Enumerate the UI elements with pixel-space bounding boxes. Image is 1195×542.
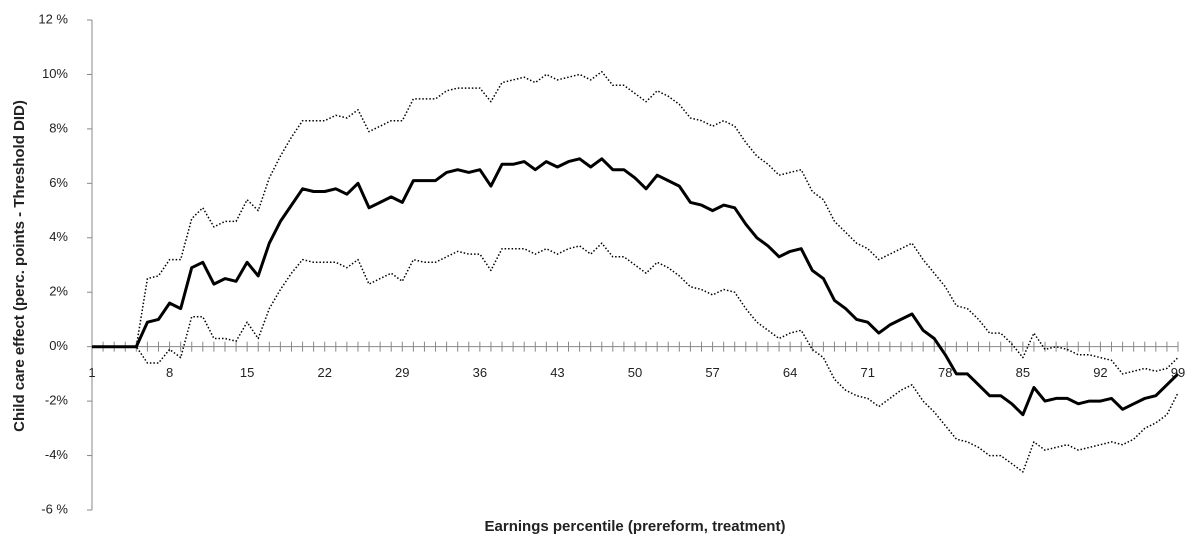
- x-tick-label: 1: [88, 365, 95, 380]
- y-axis-title: Child care effect (perc. points - Thresh…: [11, 100, 28, 432]
- x-tick-label: 15: [240, 365, 254, 380]
- x-axis-title: Earnings percentile (prereform, treatmen…: [485, 518, 786, 535]
- x-tick-label: 85: [1016, 365, 1030, 380]
- y-tick-label: -2%: [45, 393, 69, 408]
- y-tick-label: 6%: [49, 175, 68, 190]
- series-line: [92, 70, 1179, 375]
- y-tick-label: 12 %: [38, 11, 68, 26]
- x-tick-label: 64: [783, 365, 797, 380]
- x-tick-label: 22: [317, 365, 331, 380]
- y-tick-label: 4%: [49, 229, 68, 244]
- x-tick-label: 92: [1093, 365, 1107, 380]
- y-tick-label: 2%: [49, 284, 68, 299]
- y-tick-label: -4%: [45, 447, 69, 462]
- x-tick-label: 71: [860, 365, 874, 380]
- x-tick-label: 57: [705, 365, 719, 380]
- x-tick-label: 43: [550, 365, 564, 380]
- x-tick-label: 29: [395, 365, 409, 380]
- y-tick-label: 8%: [49, 120, 68, 135]
- x-tick-label: 8: [166, 365, 173, 380]
- y-tick-label: -6 %: [41, 501, 68, 516]
- x-tick-label: 78: [938, 365, 952, 380]
- y-tick-label: 0%: [49, 338, 68, 353]
- series-line: [92, 157, 1180, 417]
- y-tick-label: 10%: [42, 66, 68, 81]
- x-tick-label: 36: [473, 365, 487, 380]
- series-line: [92, 242, 1179, 473]
- x-tick-label: 50: [628, 365, 642, 380]
